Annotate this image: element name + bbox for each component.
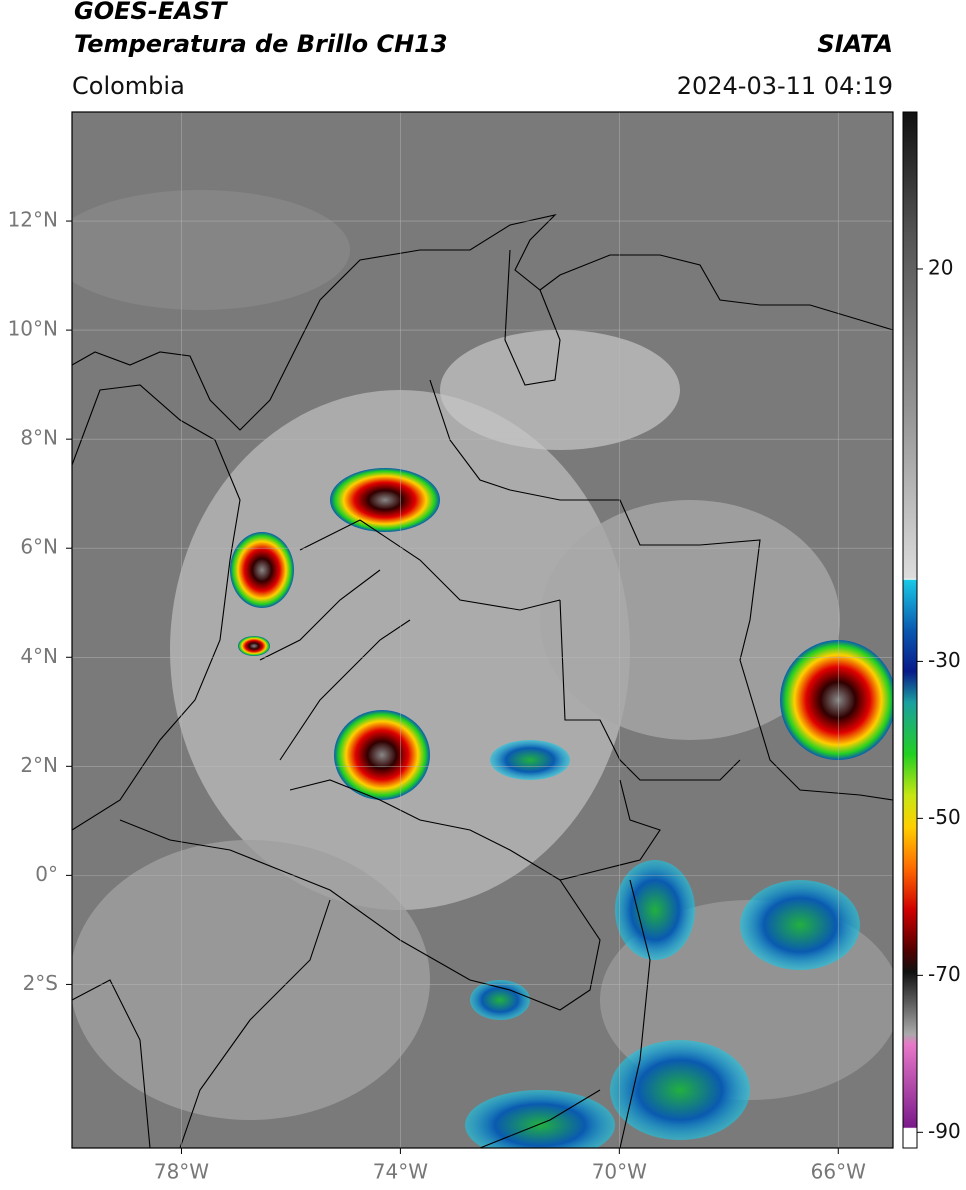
lat-tick-label: 6°N bbox=[20, 535, 58, 559]
region: Colombia bbox=[72, 72, 185, 100]
colorbar-tick-label: -30 bbox=[928, 648, 961, 672]
lat-tick-label: 4°N bbox=[20, 644, 58, 668]
lat-tick-label: 8°N bbox=[20, 426, 58, 450]
colorbar-tick-label: 20 bbox=[928, 255, 953, 279]
satellite-image bbox=[72, 112, 893, 1148]
lat-tick-label: 2°N bbox=[20, 753, 58, 777]
lat-tick-label: 2°S bbox=[23, 971, 58, 995]
title: GOES-EAST bbox=[74, 0, 228, 25]
source: SIATA bbox=[817, 30, 893, 58]
colorbar-tick-label: -70 bbox=[928, 962, 961, 986]
lon-tick-label: 78°W bbox=[154, 1160, 209, 1184]
lat-tick-label: 0° bbox=[35, 862, 58, 886]
lat-tick-label: 10°N bbox=[8, 317, 58, 341]
datetime: 2024-03-11 04:19 bbox=[677, 72, 893, 100]
colorbar bbox=[902, 111, 918, 1149]
lon-tick-label: 74°W bbox=[373, 1160, 428, 1184]
lat-tick-label: 12°N bbox=[8, 208, 58, 232]
colorbar-tick-label: -50 bbox=[928, 805, 961, 829]
map-frame bbox=[71, 111, 894, 1149]
subtitle: Temperatura de Brillo CH13 bbox=[74, 30, 448, 58]
lon-tick-label: 66°W bbox=[811, 1160, 866, 1184]
colorbar-tick-label: -90 bbox=[928, 1119, 961, 1143]
graticule bbox=[72, 112, 893, 1148]
lon-tick-label: 70°W bbox=[592, 1160, 647, 1184]
